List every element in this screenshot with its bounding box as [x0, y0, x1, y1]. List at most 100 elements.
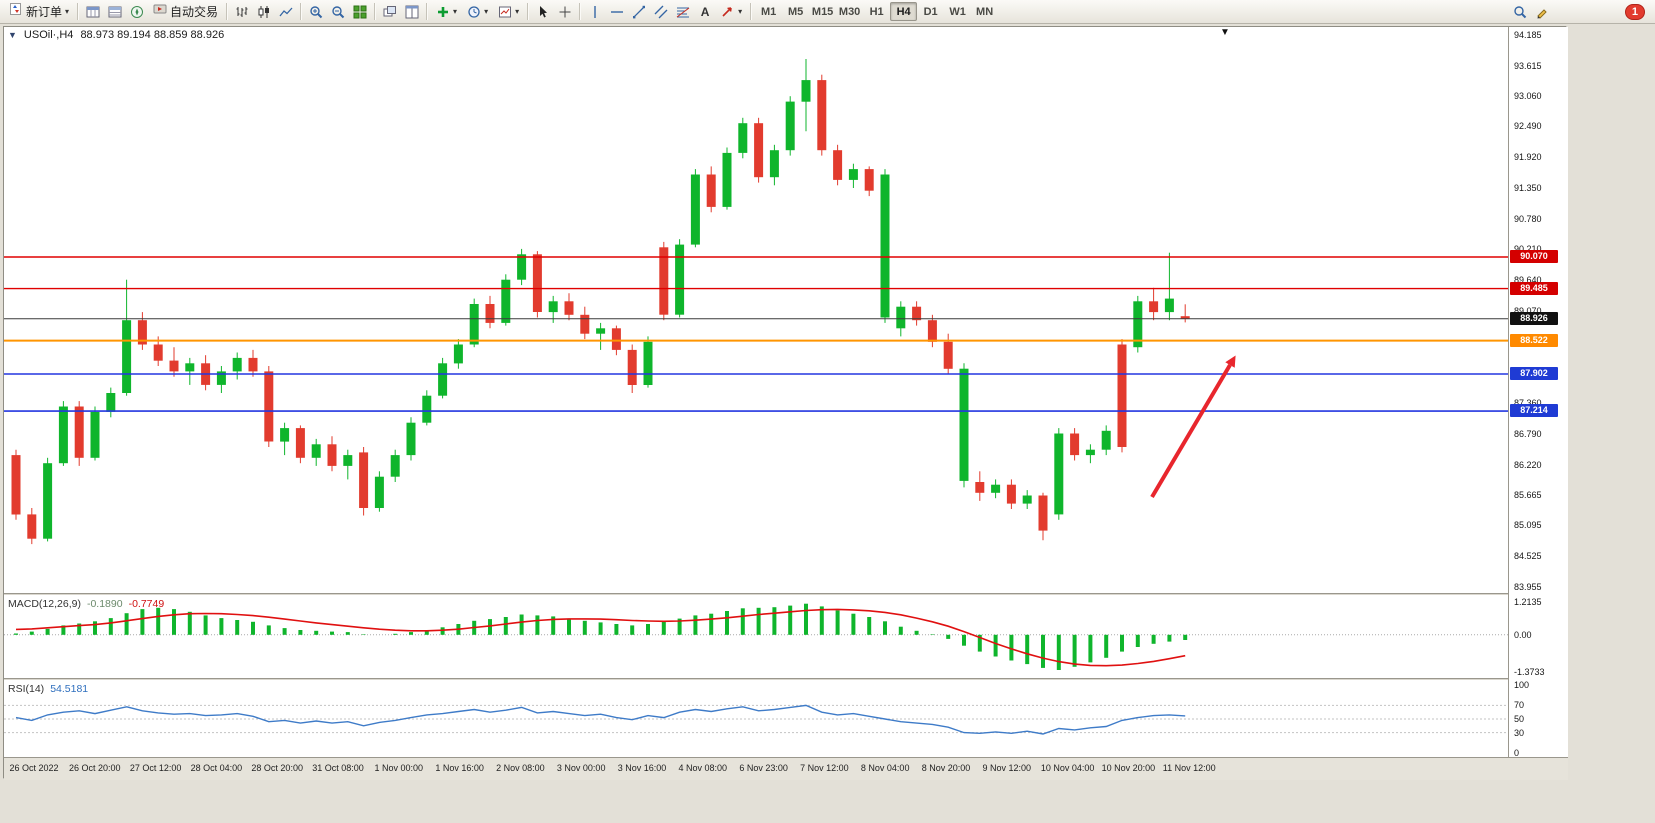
candle-body — [738, 123, 748, 153]
tile-horizontal-button[interactable] — [401, 2, 423, 22]
rsi-tick: 50 — [1514, 714, 1525, 724]
candle-body — [185, 363, 195, 372]
timeframe-m15-button[interactable]: M15 — [809, 2, 836, 21]
candle-body — [785, 101, 795, 151]
macd-canvas — [4, 603, 1508, 670]
time-label: 4 Nov 08:00 — [678, 763, 728, 773]
tile-windows-button[interactable] — [349, 2, 371, 22]
timeframe-label: M15 — [811, 5, 834, 18]
candle-body — [74, 406, 84, 458]
line-chart-button[interactable] — [275, 2, 297, 22]
candle-body — [390, 455, 400, 477]
candle-body — [169, 360, 179, 372]
candle-body — [1117, 344, 1127, 447]
price-tick: 90.780 — [1514, 213, 1542, 224]
candle-body — [643, 341, 653, 385]
main-chart[interactable]: ▼ USOil·,H4 88.973 89.194 88.859 88.926 … — [4, 27, 1508, 593]
fibonacci-tool-button[interactable] — [672, 2, 694, 22]
periods-button[interactable]: ▾ — [462, 2, 493, 22]
price-axis[interactable]: 94.185 93.615 93.060 92.490 91.920 91.350 90.7… — [1508, 27, 1568, 758]
timeframe-h1-button[interactable]: H1 — [863, 2, 890, 21]
candle-body — [1070, 433, 1080, 456]
panel-divider[interactable] — [4, 678, 1568, 681]
cursor-tool-button[interactable] — [532, 2, 554, 22]
arrows-tool-button[interactable]: ▾ — [716, 2, 747, 22]
timeframe-h4-button[interactable]: H4 — [890, 2, 918, 21]
candle-body — [880, 174, 890, 318]
autotrading-button[interactable]: 自动交易 — [148, 2, 223, 22]
rsi-panel[interactable]: RSI(14) 54.5181 — [4, 681, 1508, 757]
timeframe-mn-button[interactable]: MN — [971, 2, 998, 21]
macd-tick: 1.2135 — [1514, 597, 1542, 607]
horizontal-line-tool-button[interactable] — [606, 2, 628, 22]
time-label: 10 Nov 04:00 — [1040, 763, 1095, 773]
toolbar-separator — [527, 3, 530, 20]
indicators-button[interactable]: ▾ — [431, 2, 462, 22]
timeframe-m1-button[interactable]: M1 — [755, 2, 782, 21]
time-label: 11 Nov 12:00 — [1162, 763, 1216, 773]
price-tick: 94.185 — [1514, 30, 1542, 40]
new-order-label: 新订单 — [26, 5, 63, 19]
crosshair-tool-button[interactable] — [554, 2, 576, 22]
timeframe-m30-button[interactable]: M30 — [836, 2, 863, 21]
candle-body — [659, 247, 669, 315]
market-watch-button[interactable] — [82, 2, 104, 22]
zoom-out-button[interactable] — [327, 2, 349, 22]
ohlc-readout: 88.973 89.194 88.859 88.926 — [80, 29, 225, 41]
timeframe-w1-button[interactable]: W1 — [944, 2, 971, 21]
timeframe-label: M1 — [760, 5, 777, 18]
data-window-icon — [108, 6, 122, 17]
candle-body — [280, 428, 290, 442]
template-button[interactable]: ▾ — [493, 2, 524, 22]
candle-body — [216, 371, 226, 385]
candle-body — [422, 395, 432, 423]
time-axis[interactable]: 26 Oct 2022 26 Oct 20:00 27 Oct 12:00 28 Oc… — [4, 757, 1568, 780]
edit-button[interactable] — [1531, 2, 1553, 22]
candle-body — [1180, 316, 1190, 319]
new-order-button[interactable]: 新订单 ▾ — [4, 2, 74, 22]
chart-menu-icon[interactable]: ▼ — [8, 30, 17, 40]
timeframe-label: M5 — [787, 5, 804, 18]
cascade-windows-button[interactable] — [379, 2, 401, 22]
line-chart-icon — [279, 7, 293, 16]
autoscroll-icon[interactable]: ▼ — [1220, 27, 1230, 38]
vertical-line-tool-button[interactable] — [584, 2, 606, 22]
data-window-button[interactable] — [104, 2, 126, 22]
arrow-tool-icon — [722, 6, 732, 17]
candle-body — [264, 371, 274, 442]
tile-horizontal-icon — [405, 5, 419, 18]
trend-arrow[interactable] — [1150, 355, 1236, 499]
time-label: 8 Nov 04:00 — [860, 763, 910, 773]
main-chart-canvas[interactable] — [4, 27, 1508, 593]
zoom-in-icon — [310, 5, 323, 18]
trendline-tool-button[interactable] — [628, 2, 650, 22]
candlestick-chart-button[interactable] — [253, 2, 275, 22]
panel-divider[interactable] — [4, 593, 1568, 596]
time-label: 1 Nov 16:00 — [435, 763, 484, 773]
candle-body — [137, 320, 147, 345]
candle-body — [248, 357, 258, 372]
macd-signal-value: -0.7749 — [128, 598, 165, 610]
timeframe-d1-button[interactable]: D1 — [917, 2, 944, 21]
price-tick: 93.060 — [1514, 90, 1542, 101]
toolbar-separator — [426, 3, 429, 20]
timeframe-m5-button[interactable]: M5 — [782, 2, 809, 21]
time-label: 6 Nov 23:00 — [739, 763, 788, 773]
notification-badge[interactable]: 1 — [1624, 3, 1645, 20]
candle-body — [106, 393, 116, 412]
zoom-in-button[interactable] — [305, 2, 327, 22]
candle-body — [517, 254, 527, 280]
navigator-button[interactable] — [126, 2, 148, 22]
time-label: 1 Nov 00:00 — [374, 763, 424, 773]
price-badge: 88.926 — [1510, 311, 1558, 325]
candle-body — [501, 279, 511, 323]
macd-panel[interactable]: MACD(12,26,9) -0.1890 -0.7749 — [4, 596, 1508, 678]
search-button[interactable] — [1509, 2, 1531, 22]
channel-tool-button[interactable] — [650, 2, 672, 22]
dropdown-caret-icon: ▾ — [65, 6, 70, 16]
bar-chart-button[interactable] — [231, 2, 253, 22]
chart-symbol-line: ▼ USOil·,H4 88.973 89.194 88.859 88.926 — [8, 29, 224, 41]
channel-icon — [654, 5, 668, 18]
text-tool-button[interactable]: A — [694, 2, 716, 22]
candle-body — [896, 306, 906, 329]
